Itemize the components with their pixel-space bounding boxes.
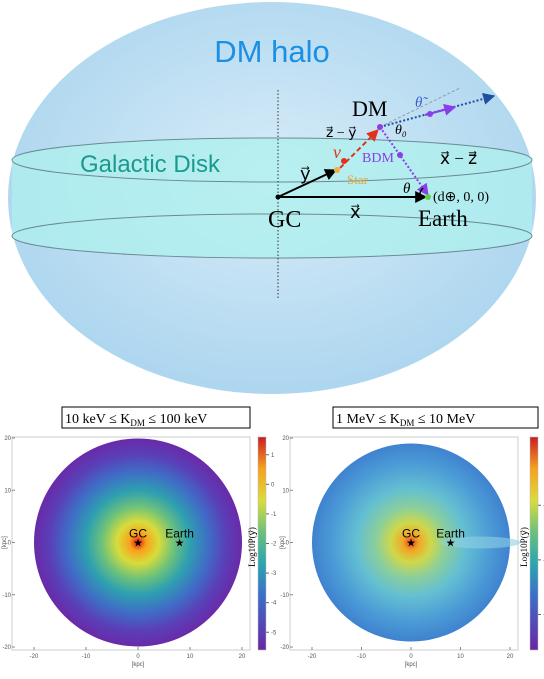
x-tick-label: 10	[457, 654, 464, 660]
colorbar-label: Log10P(y⃗)	[519, 527, 529, 567]
panel-title: 1 MeV ≤ KDM ≤ 10 MeV	[333, 407, 538, 428]
gc-label: GC	[402, 527, 420, 541]
gc-label: GC	[268, 207, 301, 233]
colorbar-tick-label: 0	[271, 482, 275, 488]
colorbar	[258, 437, 266, 650]
x-tick-label: 20	[239, 654, 246, 660]
x-axis-label: [kpc]	[132, 662, 145, 668]
title-part: DM	[400, 418, 415, 428]
bdm-point	[427, 111, 433, 117]
y-tick-label: 0	[8, 541, 12, 547]
earth-label: Earth	[436, 527, 465, 541]
y-tick-label: -20	[2, 645, 11, 651]
gc-point	[276, 195, 281, 200]
disk-label: Galactic Disk	[80, 151, 221, 178]
x-tick-label: -20	[30, 654, 39, 660]
z-minus-y-label: z⃗ − y⃗	[326, 126, 357, 141]
colorbar-tick-label: -1	[271, 512, 277, 518]
panel-title: 10 keV ≤ KDM ≤ 100 keV	[62, 407, 250, 428]
star-point	[334, 167, 340, 173]
x-axis-label: [kpc]	[405, 662, 418, 668]
colorbar-tick-label: -4	[271, 601, 277, 607]
dm-label: DM	[352, 96, 387, 121]
colorbar	[530, 437, 538, 650]
x-tick-label: 0	[136, 654, 140, 660]
figure: DM halo Galactic Disk GC x⃗ Earth y⃗ ν S…	[0, 0, 544, 679]
theta0-label: θ₀	[395, 123, 407, 138]
x-tick-label: -20	[308, 654, 317, 660]
x-minus-z-label: x⃗ − z⃗	[440, 149, 477, 168]
diagram: DM halo Galactic Disk GC x⃗ Earth y⃗ ν S…	[8, 2, 536, 394]
theta-label: θ	[403, 181, 411, 197]
earth-point	[425, 194, 431, 200]
colorbar-tick-label: -2	[271, 542, 277, 548]
bdm-point	[397, 152, 403, 158]
earth-label: Earth	[418, 206, 468, 231]
title-part: 10 keV ≤ K	[65, 412, 130, 427]
y-tick-label: 20	[282, 436, 289, 442]
x-label: x⃗	[350, 202, 361, 222]
y-tick-label: 10	[4, 488, 11, 494]
x-tick-label: -10	[357, 654, 366, 660]
x-tick-label: 10	[187, 654, 194, 660]
bdm-label: BDM	[362, 151, 394, 166]
star-label: Star	[347, 172, 369, 187]
x-tick-label: -10	[82, 654, 91, 660]
title-part: DM	[130, 418, 145, 428]
y-tick-label: -20	[280, 645, 289, 651]
y-tick-label: 20	[4, 436, 11, 442]
colorbar-label: Log10P(y⃗)	[247, 527, 257, 567]
y-tick-label: 10	[282, 488, 289, 494]
x-tick-label: 20	[507, 654, 514, 660]
earth-label: Earth	[165, 527, 194, 541]
colorbar-tick-label: -3	[271, 571, 277, 577]
title-part: ≤ 10 MeV	[414, 412, 475, 427]
nu-label: ν	[333, 142, 341, 162]
heatmap-panel: 1 MeV ≤ KDM ≤ 10 MeV -20 -10 0 10 20 -20 -10 0 10…	[280, 407, 544, 668]
x-tick-label: 0	[409, 654, 413, 660]
colorbar-tick-label: -5	[271, 630, 277, 636]
nu-point	[341, 158, 347, 164]
y-tick-label: -10	[2, 593, 11, 599]
gc-label: GC	[129, 527, 147, 541]
dm-point	[377, 124, 383, 130]
earth-coord-label: (d⊕, 0, 0)	[433, 190, 489, 205]
y-label: y⃗	[300, 164, 311, 184]
y-axis-label: [kpc]	[2, 536, 8, 549]
y-axis-label: [kpc]	[280, 536, 286, 549]
y-tick-label: -10	[280, 593, 289, 599]
title-part: ≤ 100 keV	[145, 412, 208, 427]
title-part: 1 MeV ≤ K	[336, 412, 400, 427]
halo-label: DM halo	[214, 34, 329, 69]
y-tick-label: 0	[286, 541, 290, 547]
colorbar-tick-label: 1	[271, 453, 275, 459]
